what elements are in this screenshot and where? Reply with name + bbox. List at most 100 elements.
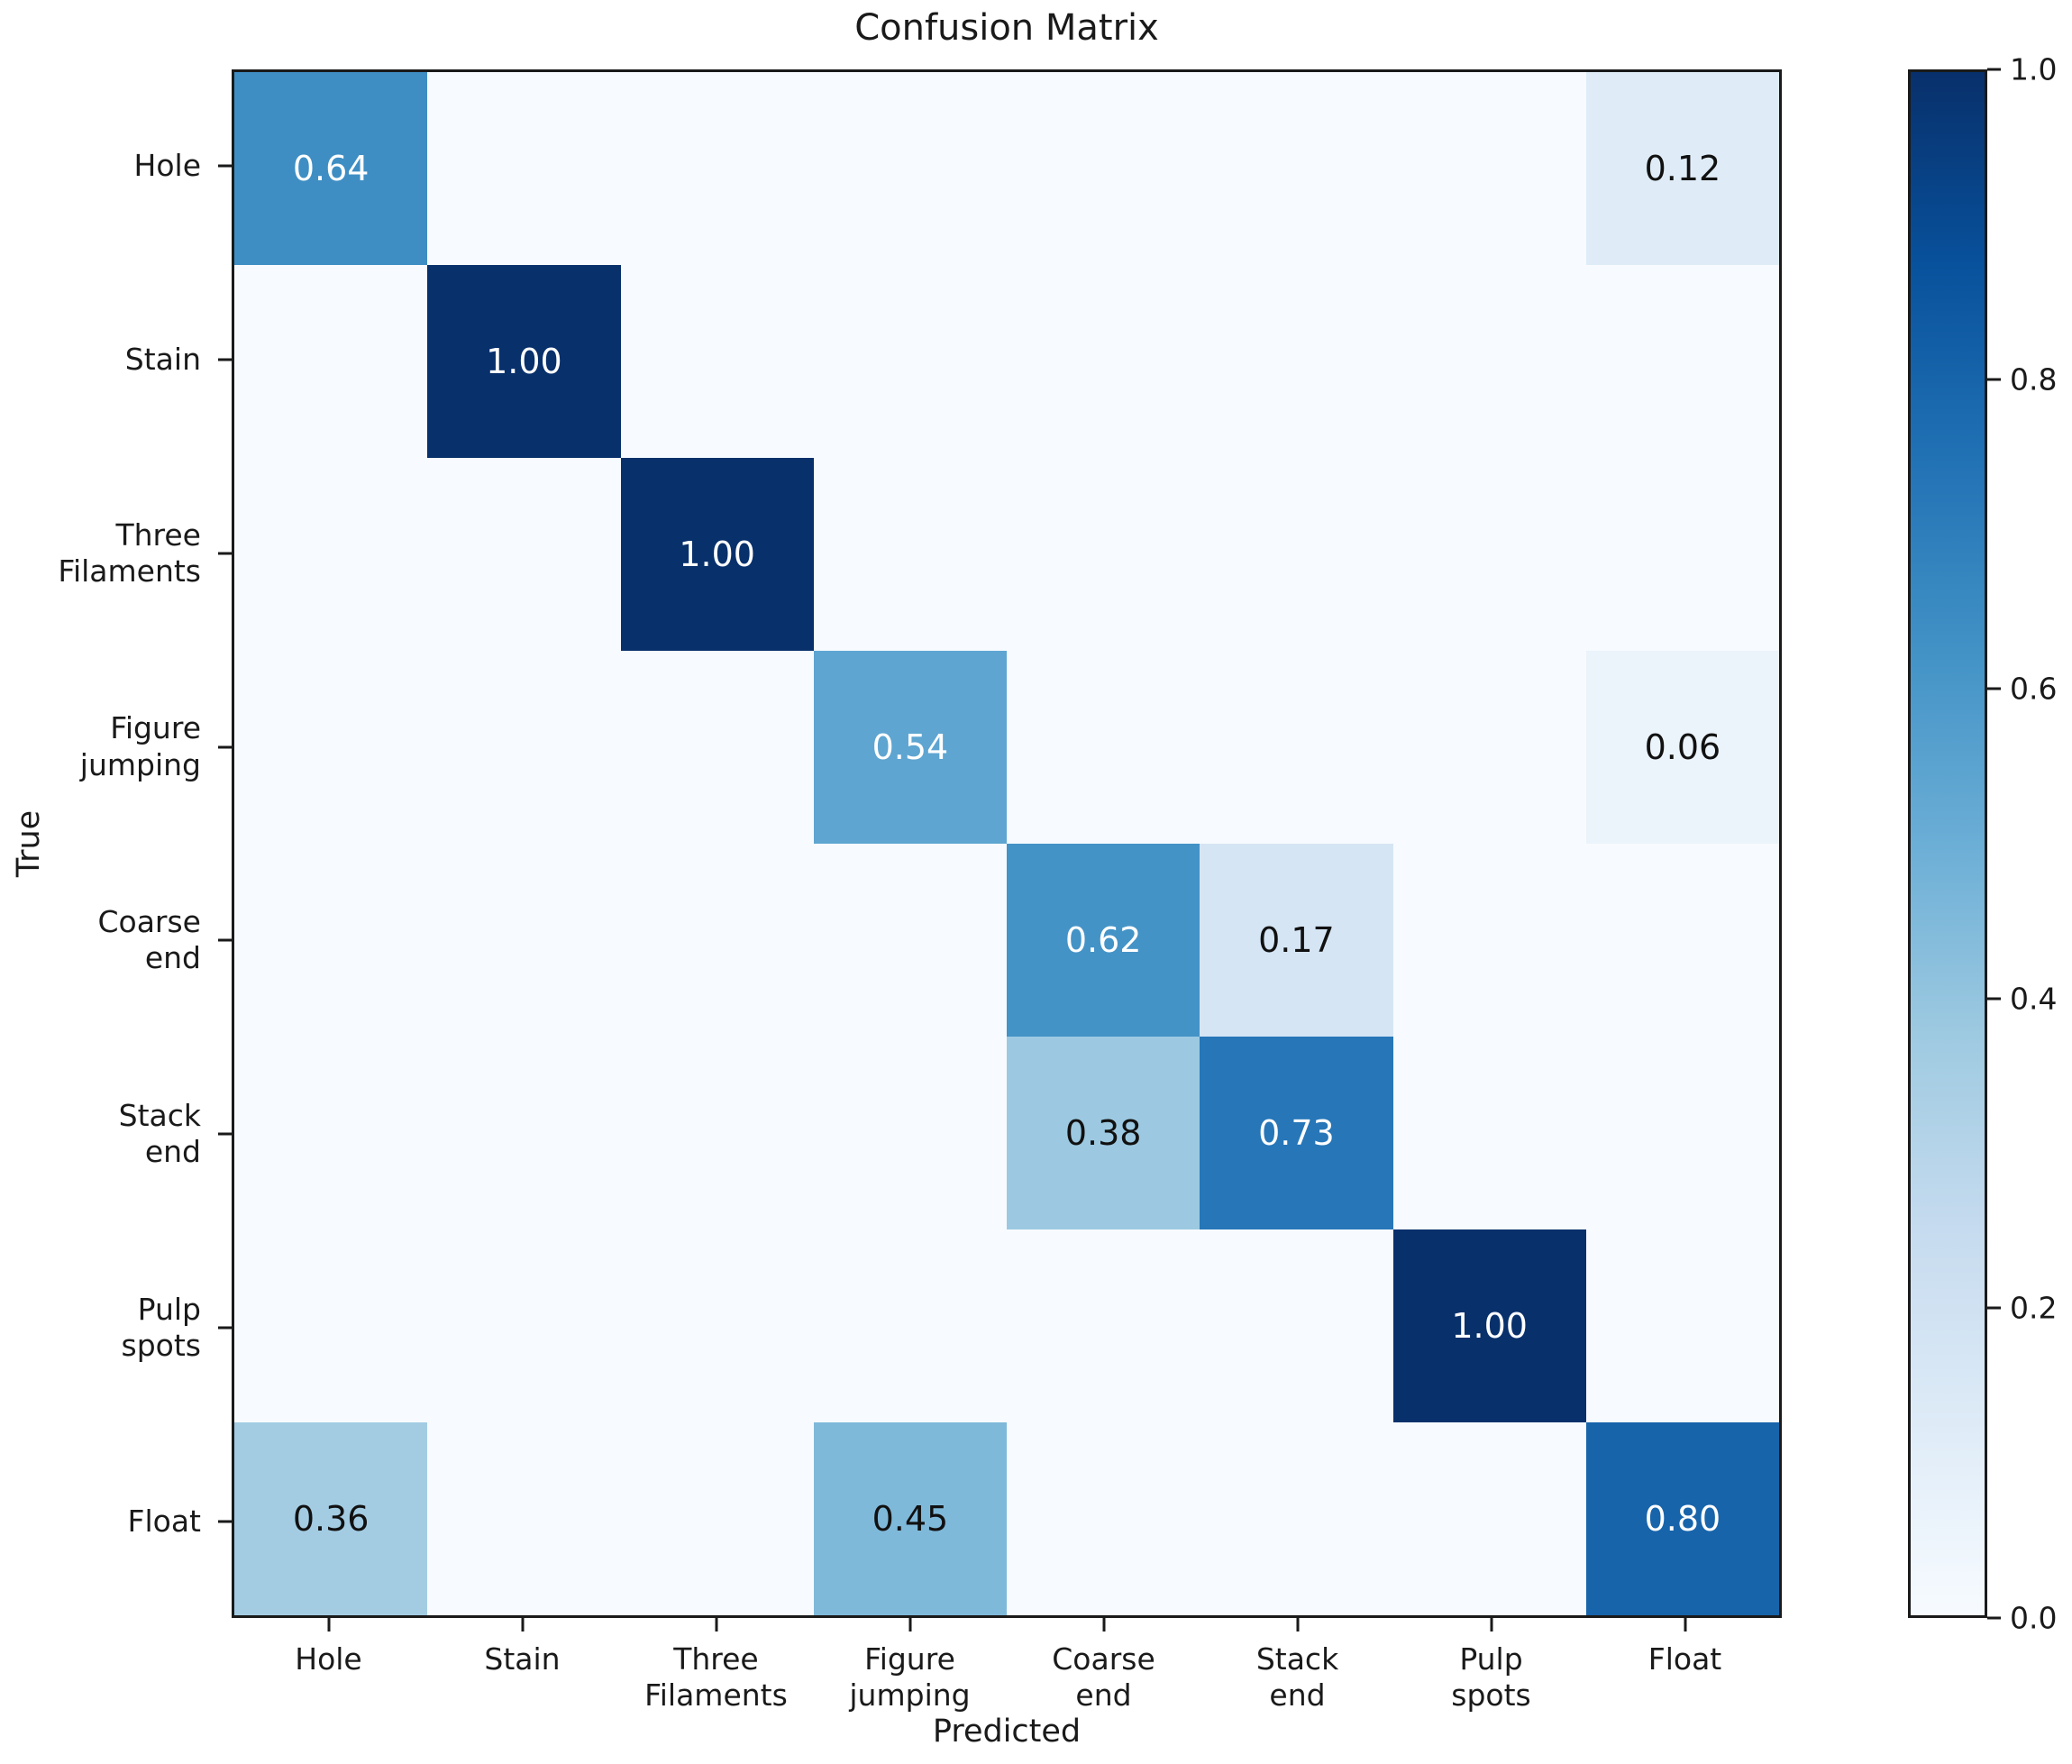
x-tick-label: Float: [1588, 1618, 1782, 1731]
matrix-cell: 0.38: [1007, 1037, 1200, 1229]
matrix-cell: [1392, 458, 1586, 651]
cell-value: 0.80: [1644, 1499, 1721, 1539]
x-tick-label: Stain: [425, 1618, 619, 1731]
colorbar: [1908, 69, 1987, 1618]
y-tick-label: Three Filaments: [0, 457, 232, 651]
cell-value: 0.38: [1064, 1113, 1142, 1153]
matrix-cell: [234, 844, 428, 1037]
colorbar-tick-mark: [1987, 68, 2001, 71]
colorbar-tick-mark: [1987, 687, 2001, 690]
colorbar-tick-value: 1.0: [2010, 51, 2058, 87]
y-tick-label: Figure jumping: [0, 650, 232, 844]
matrix-cell: [620, 1037, 814, 1229]
matrix-cell: 0.36: [234, 1422, 428, 1615]
x-tick-label: Hole: [232, 1618, 425, 1731]
colorbar-tick-value: 0.6: [2010, 671, 2058, 707]
matrix-cell: [1007, 265, 1200, 458]
matrix-cell: 0.12: [1585, 72, 1779, 265]
matrix-cell: [620, 72, 814, 265]
colorbar-tick: 1.0: [1987, 52, 2057, 87]
y-axis-tick-labels: Hole Stain Three Filaments Figure jumping Co…: [0, 69, 232, 1618]
matrix-cell: [427, 1422, 621, 1615]
matrix-cell: [813, 1037, 1007, 1229]
matrix-cell: [620, 1229, 814, 1422]
matrix-cell: [427, 458, 621, 651]
matrix-cell: [427, 1229, 621, 1422]
matrix-cell: [1392, 1422, 1586, 1615]
colorbar-tick: 0.6: [1987, 672, 2057, 707]
colorbar-tick: 0.2: [1987, 1291, 2057, 1326]
colorbar-tick: 0.8: [1987, 361, 2057, 397]
matrix-cell: [427, 1037, 621, 1229]
matrix-cell: [1200, 651, 1393, 844]
matrix-cell: [1007, 651, 1200, 844]
matrix-cell: [1007, 1422, 1200, 1615]
matrix-cell: [1200, 458, 1393, 651]
x-tick-label: Three Filaments: [619, 1618, 813, 1731]
x-tick-label: Coarse end: [1007, 1618, 1200, 1731]
matrix-cell: 0.06: [1585, 651, 1779, 844]
matrix-cell: 1.00: [1392, 1229, 1586, 1422]
matrix-cell: [1200, 265, 1393, 458]
matrix-cell: [234, 651, 428, 844]
matrix-cell: [234, 1037, 428, 1229]
matrix-cell: [620, 265, 814, 458]
matrix-cell: [1585, 265, 1779, 458]
matrix-cell: [1585, 1037, 1779, 1229]
matrix-cell: [1392, 651, 1586, 844]
matrix-cell: [1585, 458, 1779, 651]
x-axis-tick-labels: Hole Stain Three Filaments Figure jumping Co…: [232, 1618, 1782, 1731]
matrix-cell: [620, 844, 814, 1037]
cell-value: 0.36: [292, 1499, 370, 1539]
matrix-cell: [1585, 844, 1779, 1037]
x-axis-label: Predicted: [932, 1714, 1082, 1750]
matrix-cell: [1392, 72, 1586, 265]
matrix-cell: [427, 844, 621, 1037]
matrix-cell: [234, 265, 428, 458]
matrix-cell: 0.64: [234, 72, 428, 265]
colorbar-tick-mark: [1987, 1306, 2001, 1310]
matrix-cell: [620, 651, 814, 844]
matrix-cell: [1200, 1422, 1393, 1615]
cell-value: 0.06: [1644, 727, 1721, 767]
heatmap-grid: 0.64 0.12 1.00 1.00 0.54 0.06 0.62 0.17 0.38 0.73…: [232, 69, 1782, 1618]
matrix-cell: 1.00: [427, 265, 621, 458]
colorbar-tick-labels: 1.0 0.8 0.6 0.4 0.2 0.0: [1987, 52, 2072, 1636]
matrix-cell: 0.17: [1200, 844, 1393, 1037]
matrix-cell: [427, 72, 621, 265]
colorbar-tick-value: 0.8: [2010, 361, 2058, 398]
cell-value: 1.00: [1451, 1306, 1528, 1346]
y-tick-label: Float: [0, 1424, 232, 1618]
matrix-cell: 0.54: [813, 651, 1007, 844]
matrix-cell: [1200, 1229, 1393, 1422]
matrix-cell: 1.00: [620, 458, 814, 651]
colorbar-tick: 0.4: [1987, 981, 2057, 1016]
matrix-cell: [813, 844, 1007, 1037]
y-tick-label: Coarse end: [0, 844, 232, 1037]
matrix-cell: 0.80: [1585, 1422, 1779, 1615]
cell-value: 0.12: [1644, 149, 1721, 188]
matrix-cell: [813, 72, 1007, 265]
colorbar-tick-value: 0.0: [2010, 1600, 2058, 1636]
cell-value: 0.17: [1258, 920, 1335, 960]
cell-value: 0.62: [1064, 920, 1142, 960]
matrix-cell: [1392, 1037, 1586, 1229]
matrix-cell: [234, 1229, 428, 1422]
matrix-cell: 0.62: [1007, 844, 1200, 1037]
matrix-cell: [1200, 72, 1393, 265]
matrix-cell: 0.45: [813, 1422, 1007, 1615]
cell-value: 1.00: [679, 535, 755, 574]
colorbar-tick-value: 0.4: [2010, 981, 2058, 1017]
x-tick-label: Figure jumping: [813, 1618, 1007, 1731]
matrix-cell: [1007, 1229, 1200, 1422]
matrix-cell: [1007, 72, 1200, 265]
y-tick-label: Pulp spots: [0, 1231, 232, 1425]
chart-title: Confusion Matrix: [854, 7, 1159, 49]
y-tick-label: Stain: [0, 263, 232, 457]
colorbar-tick-mark: [1987, 997, 2001, 1001]
colorbar-tick-value: 0.2: [2010, 1290, 2058, 1326]
x-tick-label: Pulp spots: [1394, 1618, 1588, 1731]
matrix-cell: [1392, 265, 1586, 458]
y-tick-label: Stack end: [0, 1037, 232, 1231]
cell-value: 0.73: [1258, 1113, 1335, 1153]
